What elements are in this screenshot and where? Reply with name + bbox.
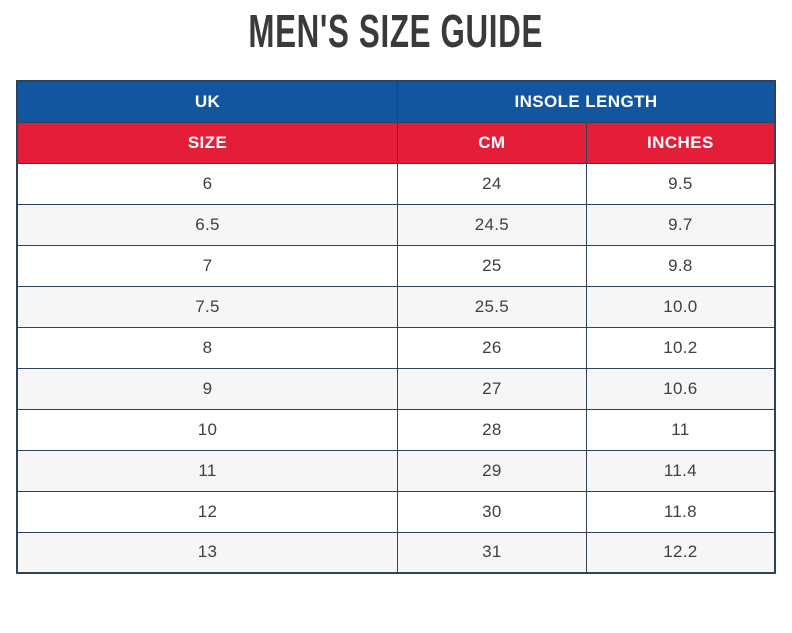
table-row: 10 28 11 <box>16 408 776 451</box>
inches-cell: 10.0 <box>585 285 776 328</box>
table-row: 7 25 9.8 <box>16 244 776 287</box>
cm-cell: 25.5 <box>397 285 587 328</box>
uk-size-cell: 12 <box>16 490 399 533</box>
uk-size-cell: 8 <box>16 326 399 369</box>
table-row: 12 30 11.8 <box>16 490 776 533</box>
group-header-insole-length: INSOLE LENGTH <box>397 80 776 123</box>
column-header-size: SIZE <box>16 121 399 164</box>
group-header-uk: UK <box>16 80 399 123</box>
cm-cell: 24.5 <box>397 203 587 246</box>
page-header: MEN'S SIZE GUIDE <box>0 0 792 80</box>
cm-cell: 24 <box>397 162 587 205</box>
cm-cell: 31 <box>397 531 587 574</box>
inches-cell: 9.7 <box>585 203 776 246</box>
table-row: 8 26 10.2 <box>16 326 776 369</box>
cm-cell: 25 <box>397 244 587 287</box>
inches-cell: 9.8 <box>585 244 776 287</box>
column-header-cm: CM <box>397 121 587 164</box>
page-title: MEN'S SIZE GUIDE <box>248 5 544 57</box>
cm-cell: 27 <box>397 367 587 410</box>
table-body: 6 24 9.5 6.5 24.5 9.7 7 25 9.8 7.5 25.5 10.0 8 26 10.2… <box>16 162 776 574</box>
inches-cell: 11.8 <box>585 490 776 533</box>
uk-size-cell: 6.5 <box>16 203 399 246</box>
uk-size-cell: 7.5 <box>16 285 399 328</box>
table-row: 6 24 9.5 <box>16 162 776 205</box>
column-header-inches: INCHES <box>585 121 776 164</box>
table-row: 9 27 10.6 <box>16 367 776 410</box>
table-row: 7.5 25.5 10.0 <box>16 285 776 328</box>
cm-cell: 28 <box>397 408 587 451</box>
uk-size-cell: 13 <box>16 531 399 574</box>
size-guide-table: UK INSOLE LENGTH SIZE CM INCHES 6 24 9.5 6.… <box>16 80 776 574</box>
uk-size-cell: 10 <box>16 408 399 451</box>
column-header-row: SIZE CM INCHES <box>16 121 776 164</box>
cm-cell: 26 <box>397 326 587 369</box>
inches-cell: 12.2 <box>585 531 776 574</box>
cm-cell: 29 <box>397 449 587 492</box>
inches-cell: 11.4 <box>585 449 776 492</box>
uk-size-cell: 11 <box>16 449 399 492</box>
inches-cell: 10.6 <box>585 367 776 410</box>
uk-size-cell: 9 <box>16 367 399 410</box>
group-header-row: UK INSOLE LENGTH <box>16 80 776 123</box>
cm-cell: 30 <box>397 490 587 533</box>
inches-cell: 9.5 <box>585 162 776 205</box>
table-row: 11 29 11.4 <box>16 449 776 492</box>
table-row: 6.5 24.5 9.7 <box>16 203 776 246</box>
uk-size-cell: 6 <box>16 162 399 205</box>
table-row: 13 31 12.2 <box>16 531 776 574</box>
inches-cell: 11 <box>585 408 776 451</box>
uk-size-cell: 7 <box>16 244 399 287</box>
inches-cell: 10.2 <box>585 326 776 369</box>
